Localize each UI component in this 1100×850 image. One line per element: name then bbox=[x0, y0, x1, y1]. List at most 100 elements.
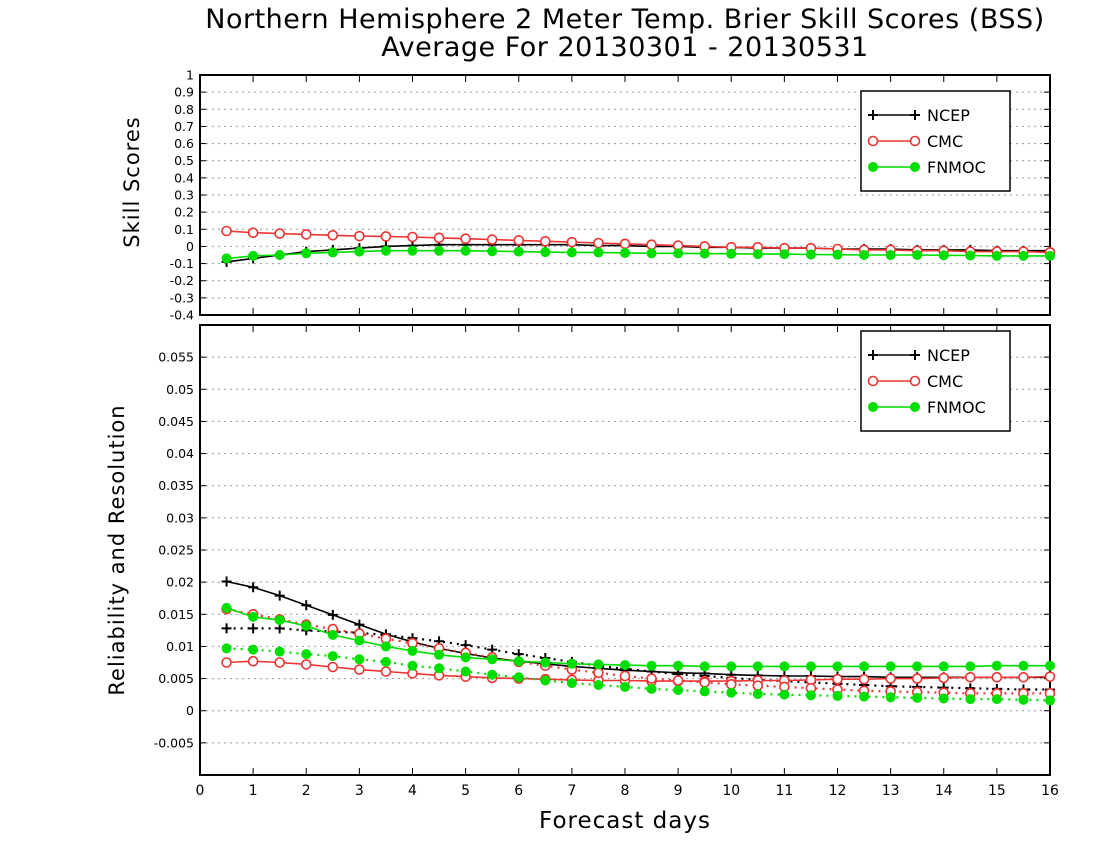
bottom-panel-point-fnmoc bbox=[593, 680, 604, 690]
bottom-panel-point-fnmoc bbox=[699, 686, 710, 697]
bottom-panel-point-cmc bbox=[1018, 671, 1029, 683]
bottom-panel-series-line-ncep-solid bbox=[226, 580, 1050, 679]
chart-title: Northern Hemisphere 2 Meter Temp. Brier … bbox=[205, 4, 1045, 35]
top-panel-point-fnmoc bbox=[805, 249, 816, 260]
x-tick-label: 5 bbox=[461, 783, 470, 799]
top-panel-point-cmc bbox=[300, 229, 312, 240]
bottom-panel-point-fnmoc bbox=[487, 669, 498, 680]
top-panel-y-tick-label: 0.1 bbox=[174, 222, 194, 237]
bottom-panel-point-ncep bbox=[327, 609, 338, 620]
x-tick-label: 13 bbox=[882, 783, 900, 799]
top-panel-legend-marker-fnmoc bbox=[910, 162, 920, 172]
bottom-panel-point-fnmoc bbox=[460, 652, 471, 663]
bottom-panel-point-fnmoc bbox=[885, 661, 896, 672]
bottom-panel-point-fnmoc bbox=[434, 663, 445, 674]
bottom-panel-series-line-ncep-dotted bbox=[226, 627, 1050, 691]
top-panel-point-fnmoc bbox=[832, 249, 843, 260]
top-panel-y-tick-label: -0.4 bbox=[170, 308, 194, 323]
bottom-panel-legend-marker-fnmoc bbox=[910, 402, 920, 412]
top-panel-legend-label-fnmoc: FNMOC bbox=[927, 158, 986, 177]
bottom-panel-point-cmc bbox=[911, 673, 923, 684]
top-panel-point-fnmoc bbox=[248, 250, 259, 261]
bottom-panel-point-fnmoc bbox=[248, 611, 259, 622]
bottom-panel-point-fnmoc bbox=[1018, 694, 1029, 705]
bottom-panel-point-cmc bbox=[221, 657, 232, 668]
bottom-panel-point-fnmoc bbox=[327, 651, 338, 662]
bottom-panel-point-fnmoc bbox=[752, 661, 763, 672]
bottom-panel-point-fnmoc bbox=[965, 661, 976, 672]
bottom-panel-point-fnmoc bbox=[991, 660, 1002, 671]
top-panel-point-fnmoc bbox=[779, 249, 790, 260]
bottom-panel-point-fnmoc bbox=[991, 694, 1002, 705]
bottom-panel-y-tick-label: 0.02 bbox=[166, 575, 194, 590]
bottom-panel-point-cmc bbox=[832, 673, 843, 685]
top-panel-point-fnmoc bbox=[752, 249, 763, 260]
top-panel-y-tick-label: -0.3 bbox=[170, 290, 194, 305]
top-panel-point-fnmoc bbox=[646, 248, 657, 259]
top-panel-series-line-fnmoc-solid bbox=[226, 249, 1050, 260]
top-panel-y-tick-label: 0.5 bbox=[174, 153, 194, 168]
bottom-panel-point-fnmoc bbox=[566, 678, 577, 689]
top-panel-y-tick-label: 0.9 bbox=[174, 85, 194, 100]
bottom-panel-point-cmc bbox=[300, 659, 312, 670]
bottom-panel-y-tick-label: 0.015 bbox=[158, 607, 194, 622]
bottom-panel-point-ncep bbox=[221, 576, 232, 587]
x-tick-label: 12 bbox=[829, 783, 847, 799]
bottom-panel-point-cmc bbox=[1044, 671, 1056, 682]
top-panel-point-fnmoc bbox=[301, 248, 312, 259]
bottom-panel-point-fnmoc bbox=[965, 694, 976, 705]
bottom-panel-point-fnmoc bbox=[407, 645, 418, 656]
bottom-panel-y-tick-label: 0.005 bbox=[158, 671, 194, 686]
bottom-panel-point-cmc bbox=[858, 673, 870, 685]
bottom-panel-point-fnmoc bbox=[566, 658, 577, 669]
top-panel-point-cmc bbox=[486, 234, 498, 245]
bottom-panel-point-fnmoc bbox=[673, 660, 684, 671]
top-panel-point-cmc bbox=[460, 233, 471, 245]
top-panel-point-cmc bbox=[407, 231, 418, 243]
top-panel-point-fnmoc bbox=[221, 253, 232, 264]
bottom-panel-point-fnmoc bbox=[885, 692, 896, 703]
top-panel-point-fnmoc bbox=[434, 245, 445, 256]
bottom-panel-point-fnmoc bbox=[859, 661, 870, 672]
top-panel-point-fnmoc bbox=[991, 250, 1002, 261]
bottom-panel-point-fnmoc bbox=[301, 649, 312, 660]
bottom-panel-point-fnmoc bbox=[1045, 695, 1055, 706]
bottom-panel-point-fnmoc bbox=[540, 675, 551, 686]
bottom-panel-legend-marker-cmc bbox=[909, 375, 921, 387]
bottom-panel-point-fnmoc bbox=[859, 691, 870, 702]
bottom-panel-point-fnmoc bbox=[354, 635, 365, 646]
bottom-panel-point-fnmoc bbox=[779, 689, 790, 700]
bottom-panel-point-cmc bbox=[354, 664, 365, 675]
bottom-panel-legend-marker-ncep bbox=[910, 350, 920, 360]
bottom-panel-y-tick-label: 0.03 bbox=[166, 510, 194, 525]
top-panel-point-cmc bbox=[619, 238, 631, 250]
bottom-panel-point-fnmoc bbox=[434, 649, 445, 660]
top-panel-y-tick-label: 0.3 bbox=[174, 188, 194, 203]
top-panel-y-tick-label: -0.1 bbox=[170, 256, 194, 271]
bottom-panel-legend-marker-fnmoc bbox=[868, 402, 878, 412]
bottom-panel-legend-label-fnmoc: FNMOC bbox=[927, 398, 986, 417]
top-panel-point-cmc bbox=[247, 227, 259, 239]
bottom-panel-point-cmc bbox=[752, 680, 764, 691]
bottom-panel-point-ncep bbox=[354, 619, 365, 630]
bottom-panel-point-cmc bbox=[247, 655, 259, 667]
bottom-panel-point-fnmoc bbox=[593, 659, 604, 670]
bottom-panel-point-fnmoc bbox=[248, 644, 259, 655]
x-tick-label: 4 bbox=[408, 783, 417, 799]
bottom-panel-point-ncep bbox=[248, 582, 259, 593]
top-panel-point-cmc bbox=[540, 235, 551, 247]
top-panel-point-cmc bbox=[513, 235, 525, 246]
top-panel-point-fnmoc bbox=[380, 245, 391, 256]
bottom-panel-point-fnmoc bbox=[726, 687, 737, 698]
top-panel-legend-label-ncep: NCEP bbox=[927, 106, 970, 125]
bottom-panel-point-fnmoc bbox=[513, 672, 524, 683]
top-panel-y-tick-label: 0.2 bbox=[174, 205, 194, 220]
bottom-panel-point-cmc bbox=[646, 673, 657, 684]
top-panel-point-fnmoc bbox=[354, 246, 365, 257]
bottom-panel-point-fnmoc bbox=[912, 661, 923, 672]
bottom-panel-point-cmc bbox=[991, 671, 1003, 683]
bottom-panel-point-fnmoc bbox=[274, 615, 285, 626]
top-panel-point-fnmoc bbox=[620, 247, 630, 258]
bottom-panel-point-fnmoc bbox=[646, 660, 657, 671]
bottom-panel-point-fnmoc bbox=[726, 661, 737, 672]
